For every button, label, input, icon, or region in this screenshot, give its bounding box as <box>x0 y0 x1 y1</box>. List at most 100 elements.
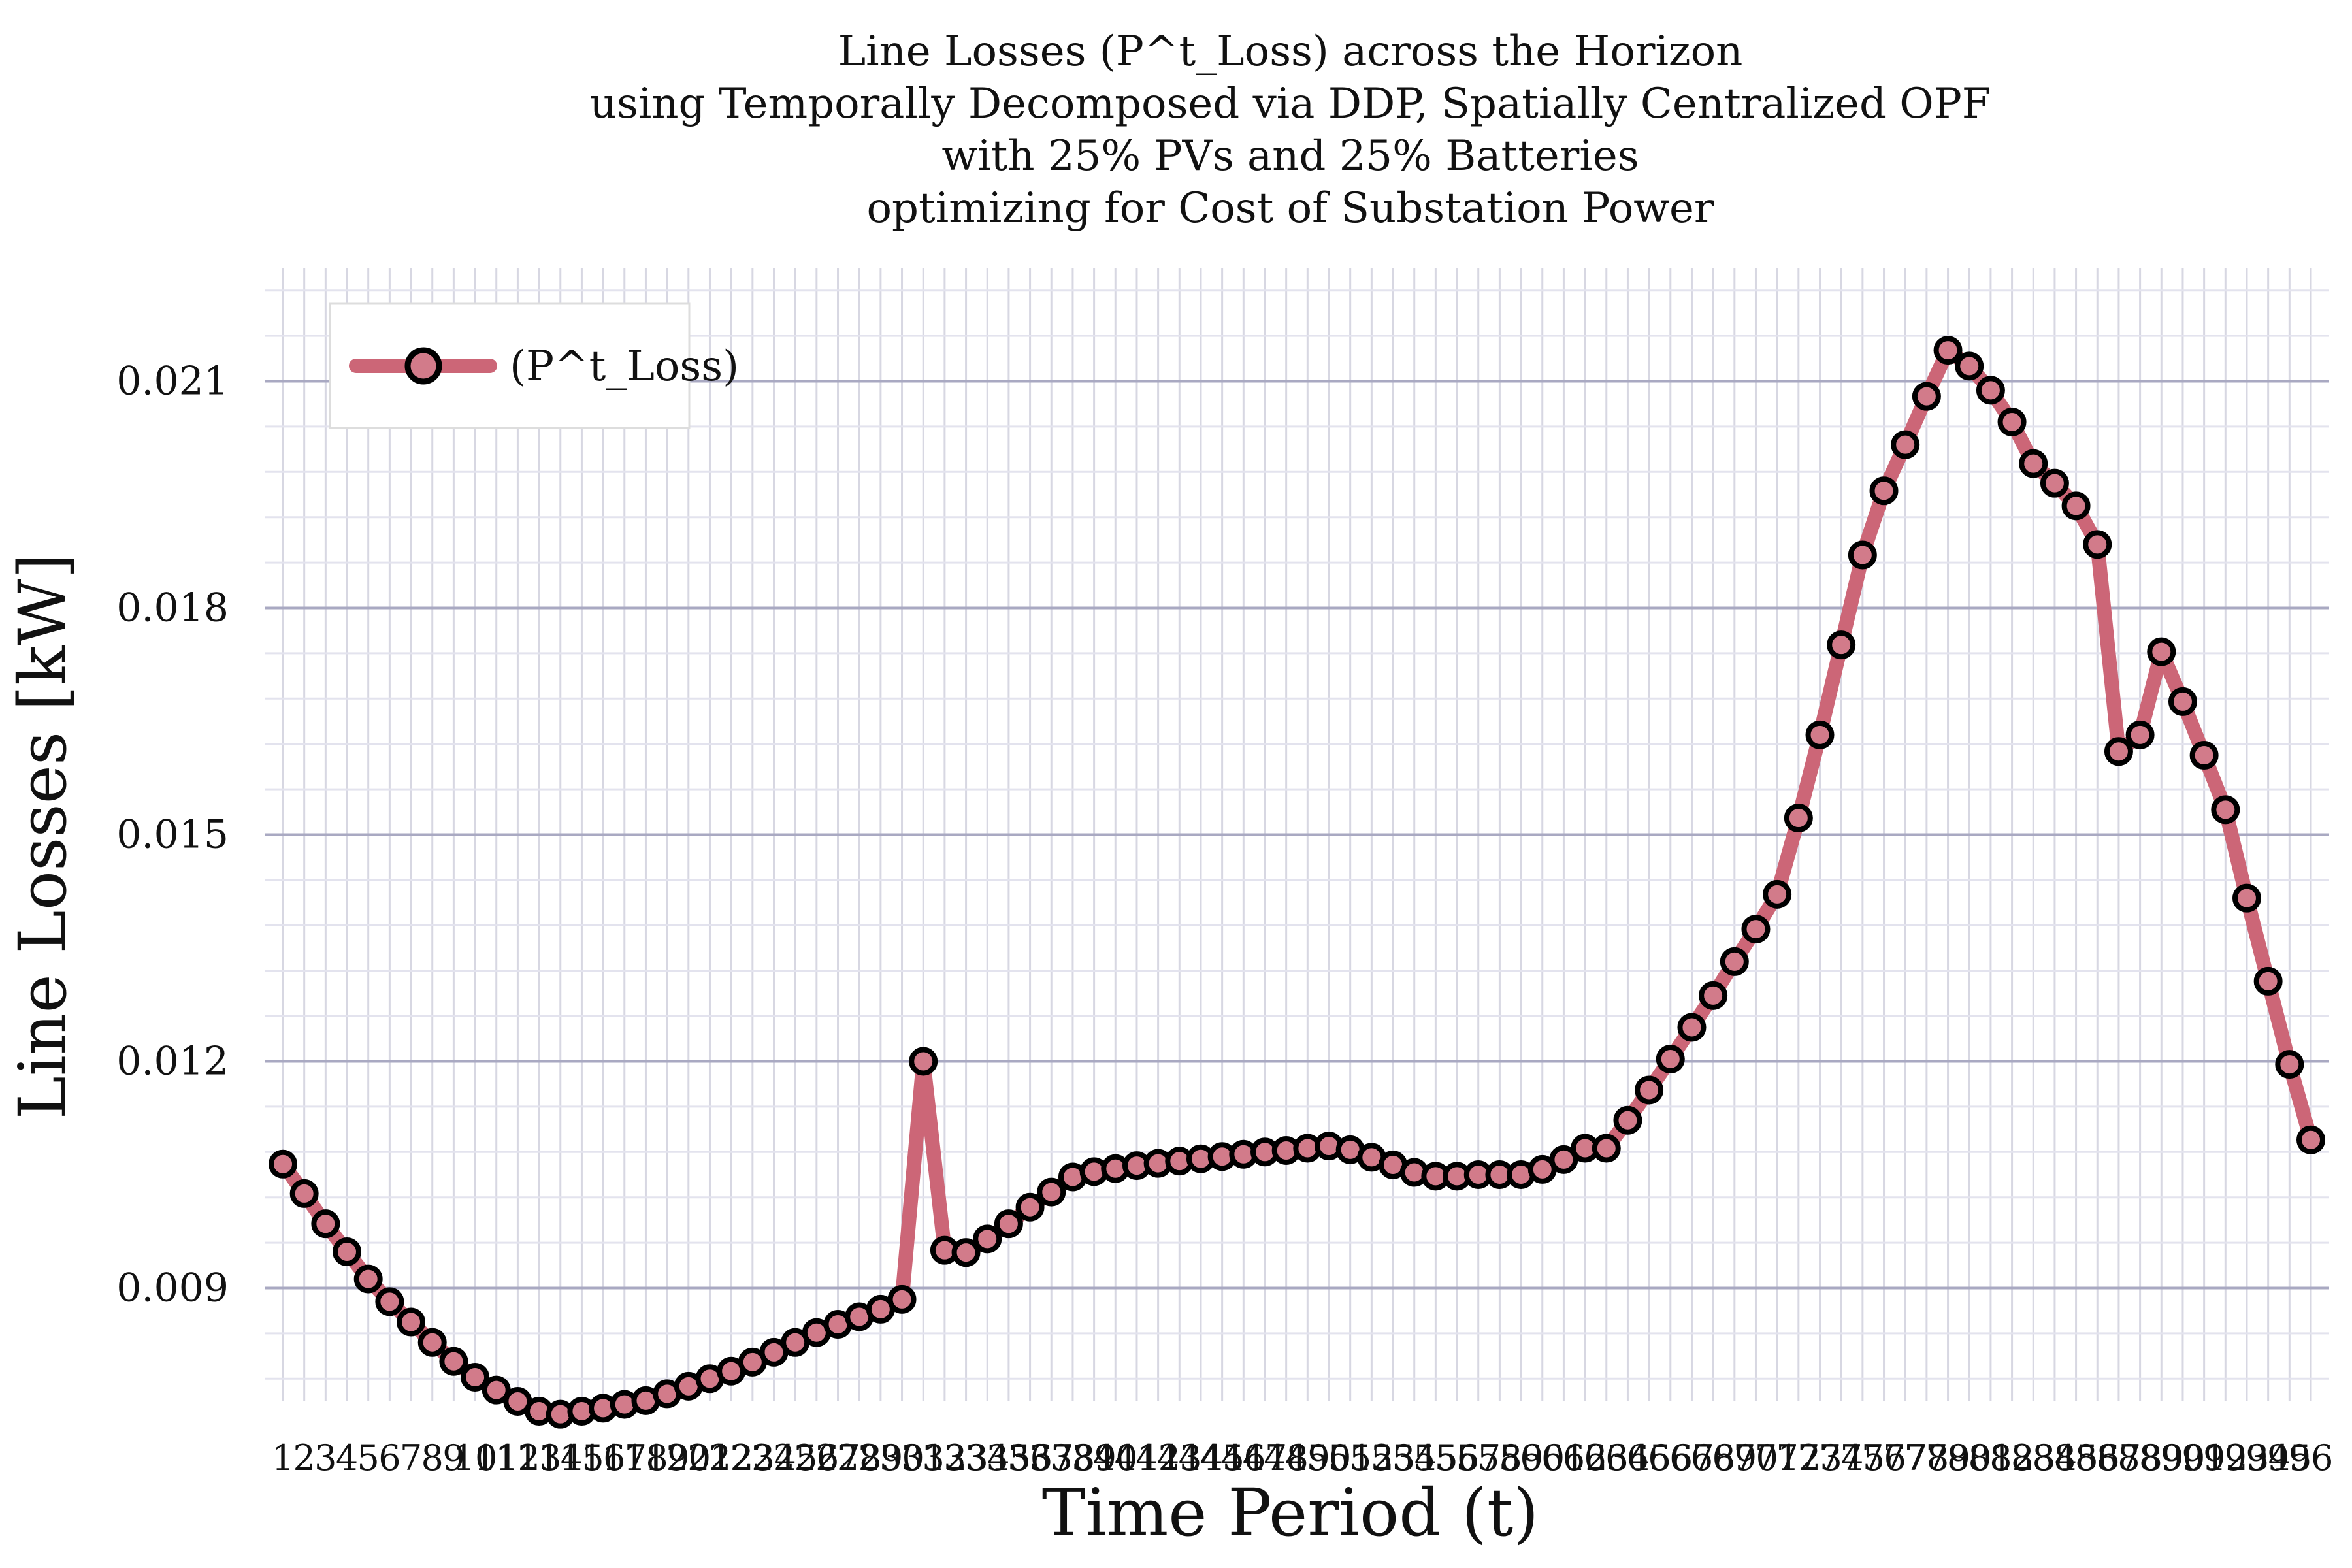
data-point <box>2125 720 2155 749</box>
data-point <box>951 1238 981 1267</box>
x-tick-label: 1 <box>272 1437 294 1478</box>
data-point <box>2211 795 2240 825</box>
legend-marker-swatch <box>404 347 442 385</box>
x-tick-label: 23 <box>730 1437 775 1478</box>
x-tick-label: 32 <box>923 1437 968 1478</box>
chart-title-line-4: optimizing for Cost of Substation Power <box>867 184 1714 233</box>
y-axis-label: Line Losses [kW] <box>5 553 81 1120</box>
data-point <box>353 1264 383 1294</box>
x-tick-label: 75 <box>1840 1437 1885 1478</box>
x-tick-label: 79 <box>1925 1437 1970 1478</box>
data-point <box>1869 476 1899 506</box>
x-tick-label: 62 <box>1563 1437 1608 1478</box>
x-tick-label: 37 <box>1029 1437 1074 1478</box>
data-point <box>2061 491 2091 521</box>
x-tick-label: 16 <box>581 1437 626 1478</box>
data-point <box>2275 1050 2304 1079</box>
x-tick-label: 84 <box>2033 1437 2078 1478</box>
data-point <box>1677 1013 1707 1042</box>
data-point <box>1955 351 1984 381</box>
x-tick-label: 63 <box>1584 1437 1629 1478</box>
x-tick-label: 40 <box>1093 1437 1138 1478</box>
data-point <box>417 1328 447 1357</box>
x-tick-label: 29 <box>858 1437 904 1478</box>
data-point <box>1015 1192 1045 1222</box>
x-tick-label: 27 <box>815 1437 860 1478</box>
y-tick-label: 0.015 <box>116 812 229 858</box>
x-tick-label: 26 <box>794 1437 839 1478</box>
x-tick-label: 48 <box>1264 1437 1309 1478</box>
x-tick-label: 94 <box>2246 1437 2291 1478</box>
data-point <box>2040 468 2069 498</box>
data-point <box>2253 966 2283 996</box>
y-tick-label: 0.012 <box>116 1039 229 1085</box>
data-point <box>1912 382 1941 411</box>
data-point <box>2232 883 2261 913</box>
x-tick-label: 86 <box>2075 1437 2120 1478</box>
data-point <box>375 1287 404 1316</box>
data-point <box>1805 720 1835 749</box>
x-tick-label: 12 <box>495 1437 540 1478</box>
x-tick-label: 88 <box>2117 1437 2163 1478</box>
x-tick-label: 47 <box>1243 1437 1288 1478</box>
x-tick-label: 74 <box>1819 1437 1864 1478</box>
x-tick-label: 49 <box>1285 1437 1330 1478</box>
data-point <box>973 1224 1002 1254</box>
x-axis-label: Time Period (t) <box>1042 1475 1539 1551</box>
data-point <box>461 1362 490 1392</box>
data-point <box>1635 1075 1664 1105</box>
data-point <box>2083 530 2112 559</box>
x-tick-label: 41 <box>1115 1437 1160 1478</box>
data-point <box>1848 540 1877 570</box>
x-tick-label: 80 <box>1947 1437 1992 1478</box>
x-tick-label: 58 <box>1477 1437 1522 1478</box>
x-tick-label: 90 <box>2161 1437 2206 1478</box>
data-point <box>2189 741 2219 770</box>
data-point <box>2168 687 2197 716</box>
x-tick-label: 38 <box>1051 1437 1096 1478</box>
x-tick-label: 33 <box>943 1437 988 1478</box>
x-tick-label: 42 <box>1135 1437 1181 1478</box>
x-tick-label: 72 <box>1776 1437 1821 1478</box>
data-point <box>269 1149 297 1179</box>
data-point <box>2019 449 2048 478</box>
data-point <box>482 1375 511 1405</box>
x-tick-label: 53 <box>1371 1437 1416 1478</box>
x-tick-label: 87 <box>2097 1437 2142 1478</box>
x-tick-label: 19 <box>645 1437 690 1478</box>
data-point <box>311 1209 340 1239</box>
data-point <box>2104 737 2133 766</box>
x-tick-label: 85 <box>2053 1437 2099 1478</box>
x-tick-label: 95 <box>2267 1437 2312 1478</box>
x-tick-label: 82 <box>1989 1437 2034 1478</box>
data-point <box>289 1179 319 1208</box>
data-point <box>1592 1134 1621 1163</box>
x-tick-label: 35 <box>987 1437 1032 1478</box>
data-point <box>909 1047 938 1076</box>
x-tick-label: 64 <box>1605 1437 1650 1478</box>
data-point <box>2296 1125 2325 1154</box>
legend-entry-label: (P^t_Loss) <box>510 342 739 391</box>
x-tick-label: 5 <box>357 1437 380 1478</box>
x-tick-label: 31 <box>901 1437 946 1478</box>
x-tick-label: 96 <box>2289 1437 2334 1478</box>
x-tick-label: 55 <box>1413 1437 1458 1478</box>
x-tick-label: 70 <box>1733 1437 1778 1478</box>
chart-title-line-2: using Temporally Decomposed via DDP, Spa… <box>590 80 1991 128</box>
x-tick-label: 44 <box>1179 1437 1224 1478</box>
x-tick-label: 51 <box>1328 1437 1373 1478</box>
x-tick-label: 17 <box>602 1437 647 1478</box>
data-point <box>1549 1145 1578 1174</box>
x-tick-label: 60 <box>1520 1437 1565 1478</box>
data-point <box>1976 376 2005 405</box>
x-tick-label: 69 <box>1712 1437 1757 1478</box>
x-tick-label: 73 <box>1797 1437 1842 1478</box>
x-tick-label: 36 <box>1007 1437 1053 1478</box>
data-point <box>1763 879 1792 909</box>
x-tick-label: 93 <box>2225 1437 2270 1478</box>
y-tick-label: 0.021 <box>116 359 229 404</box>
series-points <box>269 336 2325 1429</box>
x-tick-label: 54 <box>1392 1437 1437 1478</box>
data-point <box>439 1347 468 1376</box>
